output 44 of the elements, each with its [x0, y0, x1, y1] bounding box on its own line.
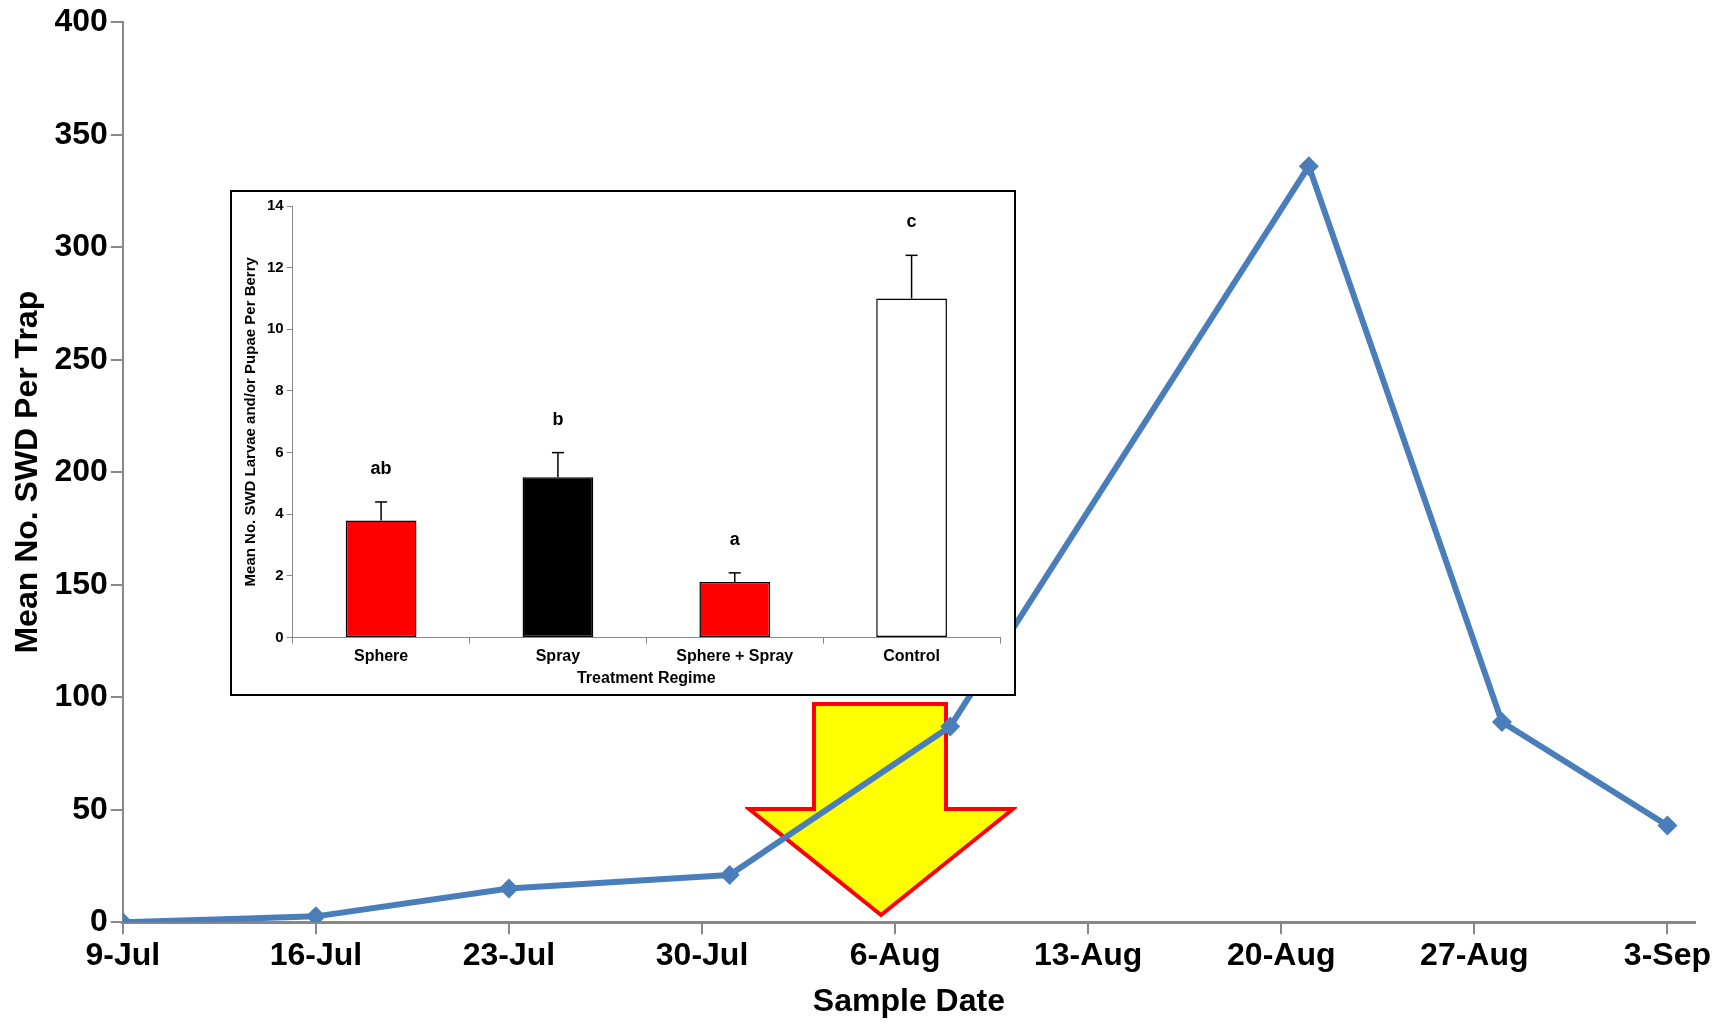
x-tick-label: 27-Aug: [1420, 936, 1529, 973]
x-tick-label: 20-Aug: [1227, 936, 1336, 973]
point: [719, 864, 740, 885]
y-tick-label: 8: [275, 381, 284, 399]
x-tick-label: 13-Aug: [1033, 936, 1143, 973]
y-tick-label: 10: [267, 319, 284, 337]
x-tick-label: Spray: [535, 646, 581, 664]
y-tick-label: 100: [54, 677, 108, 714]
point: [1298, 156, 1319, 177]
point: [940, 716, 961, 737]
y-tick-label: 400: [54, 2, 108, 39]
x-tick-label: Control: [883, 646, 941, 664]
point: [498, 878, 519, 899]
x-axis-title: Treatment Regime: [576, 668, 716, 686]
x-axis-title: Sample Date: [812, 981, 1005, 1018]
x-tick-label: 30-Jul: [655, 936, 749, 973]
annotation: c: [906, 211, 917, 232]
x-tick-label: 16-Jul: [269, 936, 363, 973]
x-tick-label: 3-Sep: [1623, 936, 1711, 973]
y-tick-label: 200: [54, 452, 108, 489]
x-tick-label: 6-Aug: [849, 936, 941, 973]
y-tick-label: 350: [54, 114, 108, 151]
y-tick-label: 2: [275, 566, 284, 584]
y-tick-label: 12: [267, 257, 284, 275]
y-tick-label: 50: [72, 789, 108, 826]
y-tick-label: 4: [275, 504, 285, 522]
y-tick-label: 250: [54, 339, 108, 376]
y-tick-label: 150: [54, 564, 108, 601]
x-tick-label: Sphere: [353, 646, 409, 664]
y-axis-title: Mean No. SWD Per Trap: [8, 290, 45, 654]
annotation: b: [552, 408, 564, 429]
y-tick-label: 0: [275, 627, 284, 645]
y-tick-label: 300: [54, 227, 108, 264]
point: [1657, 815, 1678, 836]
y-tick-label: 6: [275, 442, 284, 460]
y-tick-label: 14: [267, 196, 285, 214]
point: [1491, 711, 1512, 732]
annotation: a: [729, 528, 741, 549]
y-axis-title: Mean No. SWD Larvae and/or Pupae Per Berry: [241, 256, 259, 587]
x-tick-label: Sphere + Spray: [676, 646, 794, 664]
y-tick-label: 0: [89, 902, 108, 939]
x-tick-label: 9-Jul: [85, 936, 161, 973]
annotation: ab: [370, 457, 392, 478]
x-tick-label: 23-Jul: [462, 936, 556, 973]
